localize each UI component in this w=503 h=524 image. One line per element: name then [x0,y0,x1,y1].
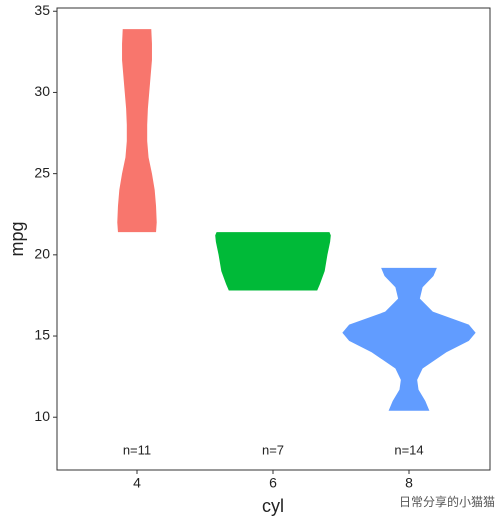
count-label: n=11 [123,442,151,457]
violin [215,232,331,291]
y-tick-label: 20 [34,246,50,262]
y-tick-label: 25 [34,164,50,180]
y-tick-label: 10 [34,408,50,424]
count-label: n=14 [394,442,423,457]
x-tick-label: 6 [269,475,277,491]
x-axis-label: cyl [262,496,284,516]
violin [342,267,476,411]
y-tick-label: 35 [34,2,50,18]
x-tick-label: 4 [133,475,141,491]
x-tick-label: 8 [405,475,413,491]
count-label: n=7 [262,442,284,457]
y-tick-label: 15 [34,327,50,343]
watermark: 日常分享的小猫猫 [399,494,495,509]
y-tick-label: 30 [34,83,50,99]
violin [117,29,157,233]
y-axis-label: mpg [7,221,27,256]
